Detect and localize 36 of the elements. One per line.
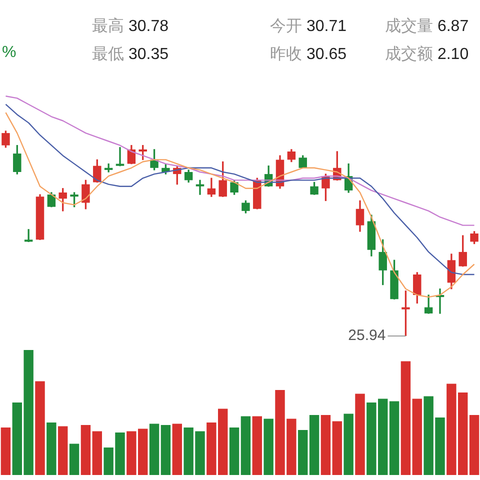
bar [469,415,480,475]
text: 昨收 30.65 [270,46,346,63]
candlestick [24,229,33,242]
bar [80,425,91,475]
bar [355,394,365,475]
bar [46,422,56,475]
text: % [2,44,16,62]
annotation: 25.94 [348,327,386,344]
bar [149,424,160,475]
bar [389,401,400,475]
bar [0,428,11,475]
bar [264,418,274,475]
candlestick [104,163,113,172]
bar [400,361,411,475]
text: 最低 30.35 [92,46,168,63]
bar [252,416,262,475]
bar [320,415,331,475]
bar [332,421,342,475]
bar [344,414,354,475]
bar [69,444,80,475]
bar [298,430,308,475]
bar [172,424,182,475]
text: 最高 30.78 [92,18,168,35]
bar [309,415,320,475]
bar [35,381,45,475]
candlestick [116,147,124,166]
bar [58,426,68,475]
bar [229,428,240,475]
text: 成交额 2.10 [385,46,469,63]
bar [240,416,251,475]
text: 成交量 6.87 [385,18,469,35]
text: 今开 30.71 [270,18,346,35]
bar [92,431,102,475]
candlestick [196,180,204,195]
bar [412,398,422,475]
bar [160,425,171,475]
